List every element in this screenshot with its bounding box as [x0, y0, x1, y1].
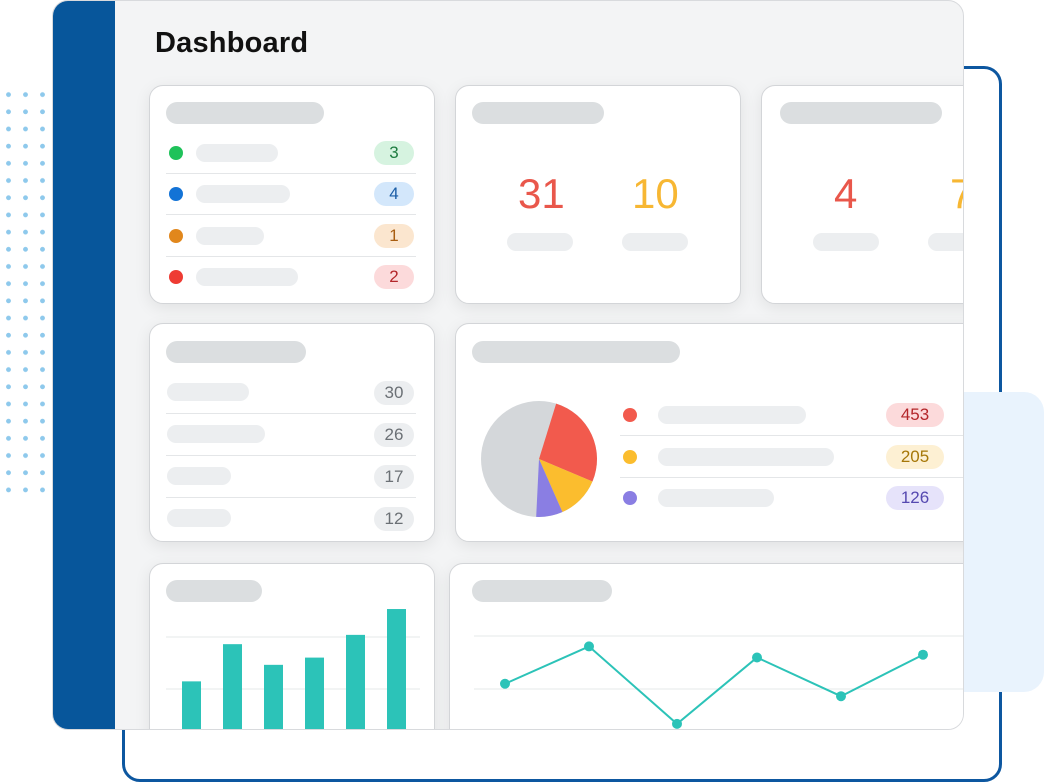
status-dot [169, 146, 183, 160]
card-heading-placeholder [780, 102, 942, 124]
stat-label-placeholder [507, 233, 573, 251]
stat-value: 7 [950, 170, 963, 218]
label-placeholder [196, 185, 290, 203]
bar [223, 644, 242, 729]
label-placeholder [196, 268, 298, 286]
pie-chart [481, 401, 597, 517]
pie-slice [539, 403, 597, 482]
line-chart-card [449, 563, 963, 729]
label-placeholder [196, 227, 264, 245]
card-heading-placeholder [472, 102, 604, 124]
count-badge: 26 [374, 423, 414, 447]
bar [182, 681, 201, 729]
status-dot [169, 270, 183, 284]
row-divider [166, 455, 416, 456]
card-heading-placeholder [166, 580, 262, 602]
label-placeholder [167, 425, 265, 443]
pie-chart-card: 453 205 126 [455, 323, 963, 542]
data-point [500, 678, 510, 689]
card-heading-placeholder [166, 102, 324, 124]
count-badge: 3 [374, 141, 414, 165]
row-divider [166, 256, 416, 257]
legend-dot [623, 491, 637, 505]
bar [387, 609, 406, 729]
legend-dot [623, 450, 637, 464]
bar-chart [166, 609, 420, 729]
stats-card: 31 10 [455, 85, 741, 304]
card-heading-placeholder [472, 580, 612, 602]
card-heading-placeholder [166, 341, 306, 363]
count-badge: 12 [374, 507, 414, 531]
legend-value-badge: 453 [886, 403, 944, 427]
page-title: Dashboard [155, 27, 309, 59]
dot-pattern-decoration [0, 86, 50, 496]
stat-value: 10 [632, 170, 679, 217]
card-heading-placeholder [472, 341, 680, 363]
stat-label-placeholder [928, 233, 963, 251]
legend-value-badge: 126 [886, 486, 944, 510]
label-placeholder [167, 383, 249, 401]
legend-label-placeholder [658, 448, 834, 466]
stat-label-placeholder [813, 233, 879, 251]
row-divider [620, 435, 963, 436]
pie-slice [539, 459, 593, 513]
legend-dot [623, 408, 637, 422]
stat-value: 31 [518, 170, 565, 217]
count-badge: 2 [374, 265, 414, 289]
status-list-card: 3 4 1 2 [149, 85, 435, 304]
legend-label-placeholder [658, 406, 806, 424]
stat-label-placeholder [622, 233, 688, 251]
label-placeholder [167, 509, 231, 527]
bar [264, 664, 283, 729]
count-badge: 1 [374, 224, 414, 248]
status-dot [169, 187, 183, 201]
row-divider [620, 477, 963, 478]
bar [346, 634, 365, 729]
row-divider [166, 214, 416, 215]
row-divider [166, 173, 416, 174]
data-point [752, 652, 762, 663]
label-placeholder [196, 144, 278, 162]
line-chart [474, 635, 963, 729]
counts-list-card: 30 26 17 12 [149, 323, 435, 542]
legend-label-placeholder [658, 489, 774, 507]
stats-card: 4 7 [761, 85, 963, 304]
series-line [504, 645, 924, 726]
data-point [584, 641, 594, 652]
pie-slice [536, 459, 563, 517]
status-dot [169, 229, 183, 243]
legend-value-badge: 205 [886, 445, 944, 469]
bar [305, 657, 324, 729]
data-point [918, 649, 928, 660]
count-badge: 30 [374, 381, 414, 405]
label-placeholder [167, 467, 231, 485]
row-divider [166, 497, 416, 498]
count-badge: 17 [374, 465, 414, 489]
count-badge: 4 [374, 182, 414, 206]
sidebar [53, 1, 115, 729]
data-point [672, 718, 682, 729]
row-divider [166, 413, 416, 414]
data-point [836, 691, 846, 702]
bar-chart-card [149, 563, 435, 729]
dashboard-window: Dashboard 3 4 1 2 31 10 4 7 [52, 0, 964, 730]
stat-value: 4 [834, 170, 858, 217]
